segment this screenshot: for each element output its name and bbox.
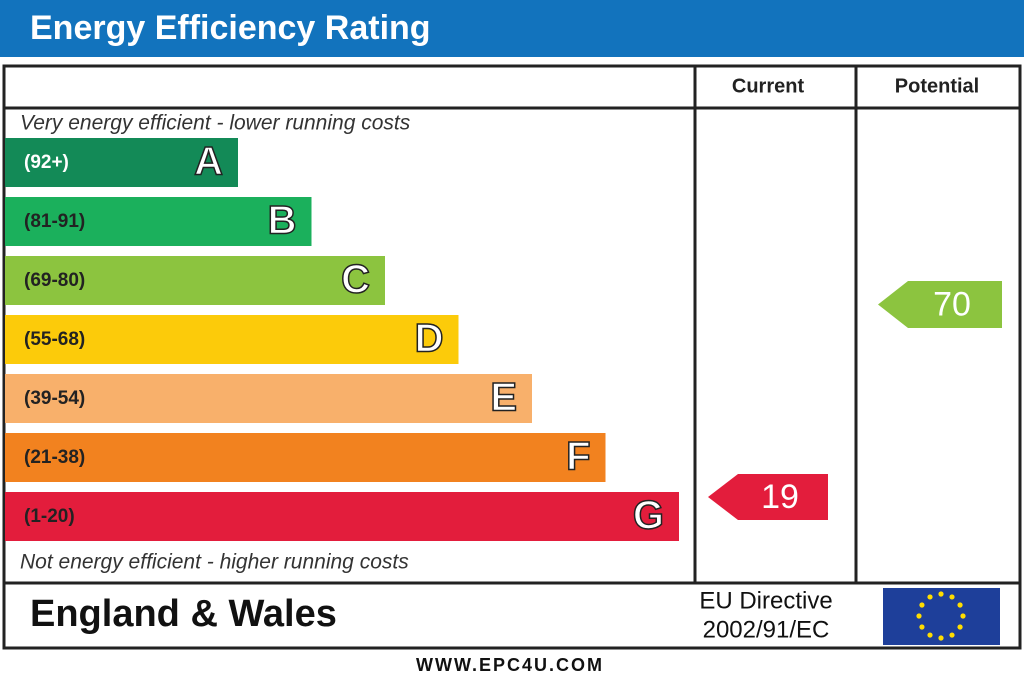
bottom-note: Not energy efficient - higher running co… [20,551,409,574]
top-note: Very energy efficient - lower running co… [20,112,411,135]
star [949,594,955,600]
star [960,613,966,619]
potential-header: Potential [895,75,979,97]
rating-arrow [878,281,1002,328]
band [5,492,679,541]
band [5,138,238,187]
star [927,594,933,600]
band [5,256,385,305]
band-range: (39-54) [24,388,85,409]
star [938,635,944,641]
star [919,602,925,608]
rating-arrow [708,474,828,520]
band-letter: A [194,140,223,184]
band [5,433,606,482]
band-letter: F [566,435,590,479]
band [5,197,312,246]
rating-value: 19 [761,478,799,516]
band-range: (69-80) [24,270,85,291]
region: England & Wales [30,593,337,635]
star [919,624,925,630]
band-letter: C [341,258,370,302]
star [957,602,963,608]
band-letter: G [633,494,664,538]
star [949,632,955,638]
band-range: (1-20) [24,506,75,527]
band-letter: B [268,199,297,243]
star [927,632,933,638]
eu-flag [883,588,1000,645]
star [916,613,922,619]
rating-value: 70 [933,285,971,323]
star [957,624,963,630]
band [5,374,532,423]
band [5,315,459,364]
band-letter: E [490,376,517,420]
directive-line: 2002/91/EC [703,616,830,643]
band-range: (55-68) [24,329,85,350]
header-bar [0,0,1024,57]
current-header: Current [732,75,805,97]
title: Energy Efficiency Rating [30,9,431,47]
band-letter: D [415,317,444,361]
directive-line: EU Directive [699,587,832,614]
frame [2,64,1022,650]
band-range: (81-91) [24,211,85,232]
star [938,591,944,597]
band-range: (21-38) [24,447,85,468]
band-range: (92+) [24,152,69,173]
website: WWW.EPC4U.COM [416,655,604,675]
